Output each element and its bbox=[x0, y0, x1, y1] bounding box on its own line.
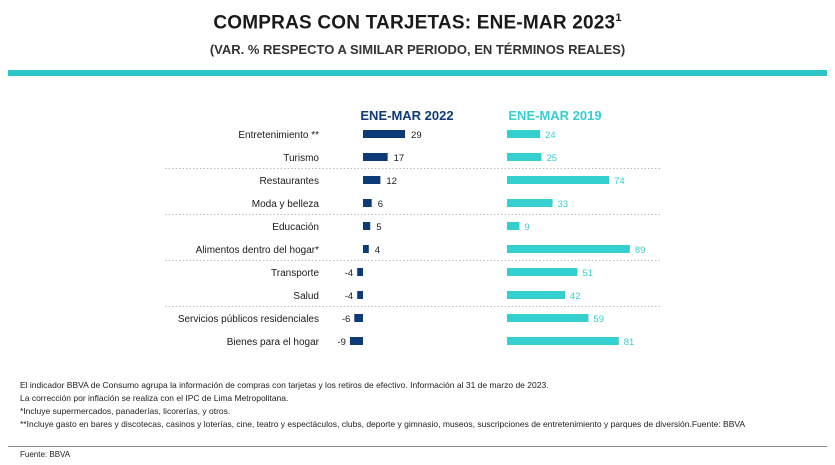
footnote: **Incluye gasto en bares y discotecas, c… bbox=[20, 419, 746, 429]
category-label: Educación bbox=[272, 222, 319, 233]
bar-2022 bbox=[357, 268, 363, 276]
value-label-2019: 33 bbox=[558, 199, 569, 210]
category-label: Alimentos dentro del hogar* bbox=[196, 245, 320, 256]
value-label-2019: 74 bbox=[614, 176, 625, 187]
bar-2022 bbox=[354, 314, 363, 322]
value-label-2022: 29 bbox=[411, 130, 422, 141]
value-label-2022: -9 bbox=[337, 337, 345, 348]
bar-2019 bbox=[507, 245, 630, 253]
source-note: Fuente: BBVA bbox=[20, 450, 71, 459]
bar-2019 bbox=[507, 199, 553, 207]
bar-2019 bbox=[507, 314, 589, 322]
category-label: Servicios públicos residenciales bbox=[178, 314, 319, 325]
bar-2019 bbox=[507, 337, 619, 345]
value-label-2019: 89 bbox=[635, 245, 646, 256]
bar-2019 bbox=[507, 222, 520, 230]
bar-chart: ENE-MAR 2022 ENE-MAR 2019 Entretenimiento … bbox=[165, 108, 660, 348]
bar-2022 bbox=[363, 199, 372, 207]
bar-2022 bbox=[357, 291, 363, 299]
category-label: Restaurantes bbox=[260, 176, 319, 187]
value-label-2022: -6 bbox=[342, 314, 350, 325]
footnote: La corrección por inflación se realiza c… bbox=[20, 393, 289, 403]
value-label-2022: -4 bbox=[345, 268, 353, 279]
bar-2022 bbox=[363, 245, 369, 253]
value-label-2022: 6 bbox=[378, 199, 383, 210]
value-label-2022: 17 bbox=[394, 153, 405, 164]
bar-2022 bbox=[363, 222, 371, 230]
value-label-2019: 42 bbox=[570, 291, 581, 302]
footnotes: El indicador BBVA de Consumo agrupa la i… bbox=[20, 379, 745, 431]
category-label: Transporte bbox=[271, 268, 319, 279]
bar-2022 bbox=[363, 176, 381, 184]
bar-2019 bbox=[507, 268, 578, 276]
value-label-2022: 4 bbox=[375, 245, 380, 256]
footer-divider bbox=[8, 446, 827, 447]
chart-subtitle: (VAR. % RESPECTO A SIMILAR PERIODO, EN T… bbox=[209, 42, 626, 57]
value-label-2019: 24 bbox=[545, 130, 556, 141]
footnote: *Incluye supermercados, panaderías, lico… bbox=[20, 406, 231, 416]
footnote: El indicador BBVA de Consumo agrupa la i… bbox=[20, 380, 549, 390]
bar-2019 bbox=[507, 130, 541, 138]
bar-2022 bbox=[363, 130, 406, 138]
bar-2022 bbox=[349, 337, 363, 345]
header-divider bbox=[8, 70, 827, 76]
category-label: Entretenimiento ** bbox=[238, 130, 319, 141]
value-label-2019: 59 bbox=[593, 314, 604, 325]
bar-2019 bbox=[507, 291, 565, 299]
value-label-2022: 12 bbox=[386, 176, 397, 187]
bar-2019 bbox=[507, 153, 542, 161]
value-label-2019: 81 bbox=[624, 337, 635, 348]
category-label: Turismo bbox=[283, 153, 319, 164]
category-label: Moda y belleza bbox=[252, 199, 320, 210]
category-label: Bienes para el hogar bbox=[227, 337, 320, 348]
value-label-2022: -4 bbox=[345, 291, 353, 302]
value-label-2019: 25 bbox=[547, 153, 558, 164]
series-header-2022: ENE-MAR 2022 bbox=[360, 108, 453, 123]
chart-title: COMPRAS CON TARJETAS: ENE-MAR 20231 bbox=[213, 12, 622, 34]
category-label: Salud bbox=[293, 291, 319, 302]
value-label-2022: 5 bbox=[376, 222, 381, 233]
value-label-2019: 51 bbox=[582, 268, 593, 279]
bar-2019 bbox=[507, 176, 610, 184]
series-header-2019: ENE-MAR 2019 bbox=[508, 108, 601, 123]
bar-2022 bbox=[363, 153, 388, 161]
value-label-2019: 9 bbox=[524, 222, 529, 233]
